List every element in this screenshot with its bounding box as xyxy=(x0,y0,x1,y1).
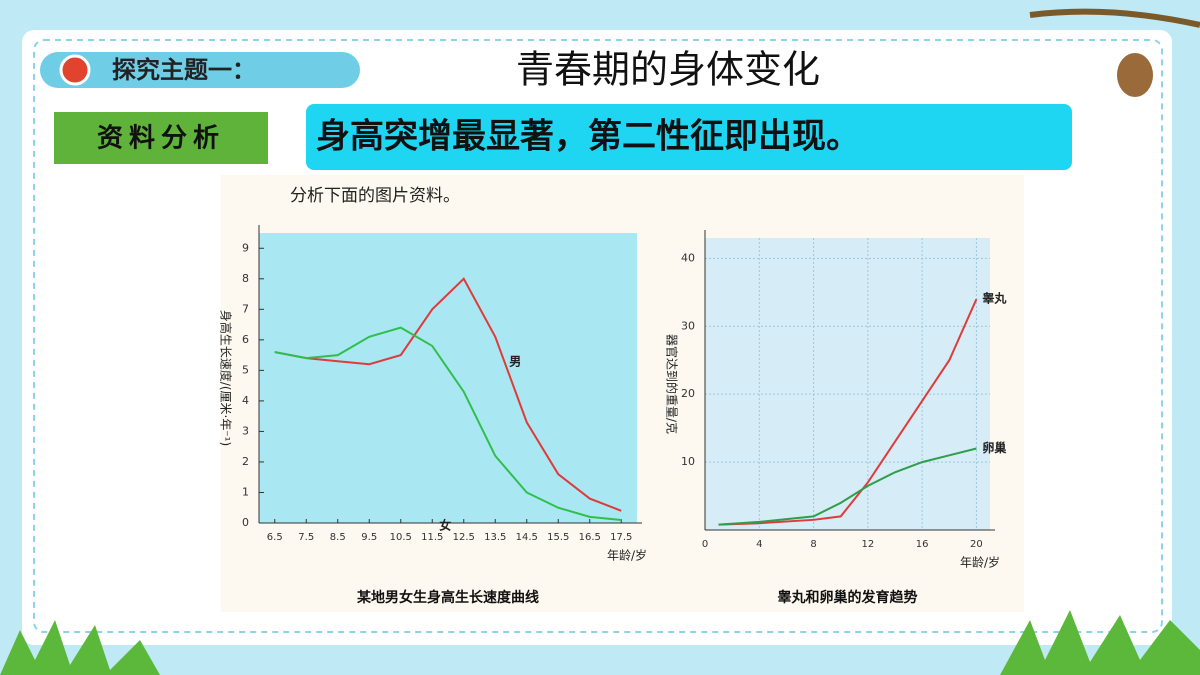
x-tick-label: 12 xyxy=(861,539,874,550)
y-tick-label: 40 xyxy=(681,251,695,264)
chart-title: 某地男女生身高生长速度曲线 xyxy=(357,589,539,606)
y-tick-label: 8 xyxy=(242,272,249,285)
series-line xyxy=(718,447,977,526)
x-tick-label: 15.5 xyxy=(547,532,569,543)
x-tick-label: 17.5 xyxy=(610,532,632,543)
y-tick-label: 1 xyxy=(242,485,249,498)
y-tick-label: 6 xyxy=(242,333,249,346)
series-line xyxy=(718,298,978,526)
instruction: 分析下面的图片资料。 xyxy=(290,186,460,206)
x-tick-label: 16.5 xyxy=(579,532,601,543)
y-tick-label: 10 xyxy=(681,455,695,468)
chart-title: 睾丸和卵巢的发育趋势 xyxy=(778,589,918,606)
grass xyxy=(0,620,160,675)
x-tick-label: 10.5 xyxy=(390,532,412,543)
banner: 身高突增最显著，第二性征即出现。 xyxy=(316,117,860,157)
slide-title: 青春期的身体变化 xyxy=(516,48,820,92)
x-axis-label: 年龄/岁 xyxy=(607,548,647,563)
y-tick-label: 20 xyxy=(681,387,695,400)
arrow-icon xyxy=(59,54,91,86)
plot-background xyxy=(259,233,637,523)
series-label: 卵巢 xyxy=(982,440,1006,455)
plot-background xyxy=(705,238,990,530)
series-line xyxy=(274,326,622,521)
series-label: 女 xyxy=(439,517,451,532)
banner-box xyxy=(306,104,1072,170)
x-tick-label: 20 xyxy=(970,539,983,550)
tag-box xyxy=(54,112,268,164)
y-tick-label: 4 xyxy=(242,394,249,407)
card-border xyxy=(33,39,1163,633)
x-tick-label: 7.5 xyxy=(298,532,314,543)
topic: 探究主题一： xyxy=(112,56,256,84)
y-tick-label: 7 xyxy=(242,302,249,315)
grass xyxy=(1000,610,1200,675)
topic-pill xyxy=(40,52,360,88)
y-axis-label: 器官达到的重量/克 xyxy=(665,334,680,434)
x-axis-label: 年龄/岁 xyxy=(960,555,1000,570)
y-tick-label: 0 xyxy=(242,516,249,529)
x-tick-label: 8 xyxy=(810,539,816,550)
tag: 资料分析 xyxy=(97,124,225,154)
y-tick-label: 5 xyxy=(242,363,249,376)
x-tick-label: 6.5 xyxy=(267,532,283,543)
series-label: 男 xyxy=(509,354,521,368)
x-tick-label: 13.5 xyxy=(484,532,506,543)
y-axis-label: 身高生长速度/(厘米·年⁻¹) xyxy=(219,310,234,446)
x-tick-label: 0 xyxy=(702,539,708,550)
x-tick-label: 16 xyxy=(916,539,929,550)
y-tick-label: 2 xyxy=(242,455,249,468)
series-line xyxy=(274,277,622,512)
x-tick-label: 14.5 xyxy=(516,532,538,543)
series-label: 睾丸 xyxy=(982,291,1007,306)
x-tick-label: 9.5 xyxy=(361,532,377,543)
x-tick-label: 12.5 xyxy=(453,532,475,543)
y-tick-label: 3 xyxy=(242,424,249,437)
monkey xyxy=(1117,53,1153,97)
y-tick-label: 9 xyxy=(242,241,249,254)
y-tick-label: 30 xyxy=(681,319,695,332)
branch xyxy=(1029,8,1200,28)
x-tick-label: 11.5 xyxy=(421,532,443,543)
x-tick-label: 8.5 xyxy=(330,532,346,543)
x-tick-label: 4 xyxy=(756,539,762,550)
